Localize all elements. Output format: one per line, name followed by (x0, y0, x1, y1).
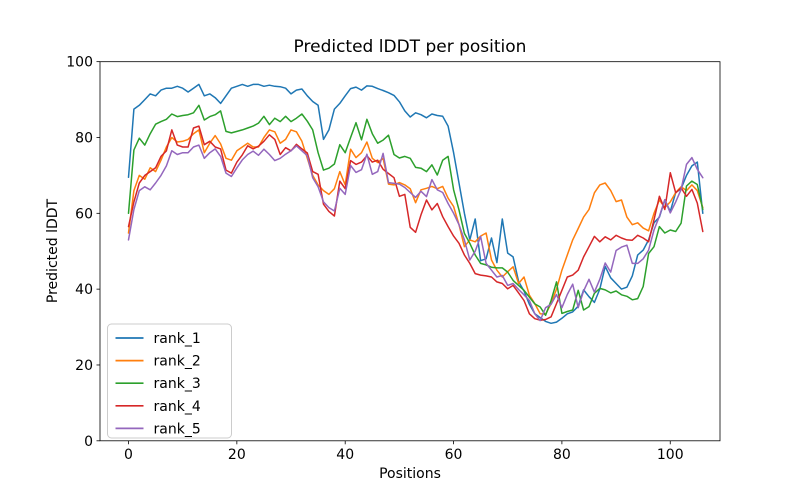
series-line-rank_5 (127, 144, 704, 322)
legend-label-rank_2: rank_2 (154, 354, 201, 370)
y-tick-label-100: 100 (66, 55, 93, 71)
y-tick-label-20: 20 (75, 358, 93, 374)
series-line-rank_1 (127, 83, 704, 325)
series-line-rank_3 (127, 104, 704, 317)
x-tick-label-20: 20 (228, 447, 246, 463)
legend-box (107, 323, 232, 439)
plot-area: 0 20 40 60 80 100 0 20 40 60 80 100 rank_1 rank_2rank… (66, 55, 721, 463)
legend-label-rank_1: rank_1 (154, 331, 201, 347)
chart-title: Predicted lDDT per position (294, 37, 527, 57)
legend-label-rank_4: rank_4 (154, 399, 201, 415)
series-line-rank_2 (127, 129, 704, 315)
x-tick-label-60: 60 (445, 447, 463, 463)
y-tick-label-60: 60 (75, 206, 93, 222)
y-tick-label-40: 40 (75, 282, 93, 298)
x-tick-label-40: 40 (336, 447, 354, 463)
legend-label-rank_3: rank_3 (154, 376, 201, 392)
x-tick-label-0: 0 (124, 447, 133, 463)
x-tick-label-80: 80 (553, 447, 571, 463)
y-axis-label: Predicted lDDT (45, 198, 61, 303)
x-tick-label-100: 100 (657, 447, 684, 463)
axes-spines (99, 61, 721, 442)
series-line-rank_4 (127, 125, 704, 321)
x-axis-label: Positions (379, 466, 441, 482)
y-tick-label-0: 0 (84, 434, 93, 450)
y-tick-label-80: 80 (75, 130, 93, 146)
legend-label-rank_5: rank_5 (154, 421, 201, 437)
